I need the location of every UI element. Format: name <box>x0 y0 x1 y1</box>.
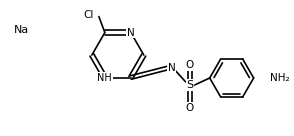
Text: O: O <box>186 60 194 70</box>
Text: S: S <box>186 80 193 90</box>
Text: N: N <box>168 63 176 73</box>
Text: O: O <box>186 103 194 113</box>
Text: Cl: Cl <box>84 10 94 20</box>
Text: NH: NH <box>98 72 112 83</box>
Text: NH₂: NH₂ <box>270 73 289 83</box>
Text: N: N <box>127 27 135 38</box>
Text: Na: Na <box>14 25 29 35</box>
